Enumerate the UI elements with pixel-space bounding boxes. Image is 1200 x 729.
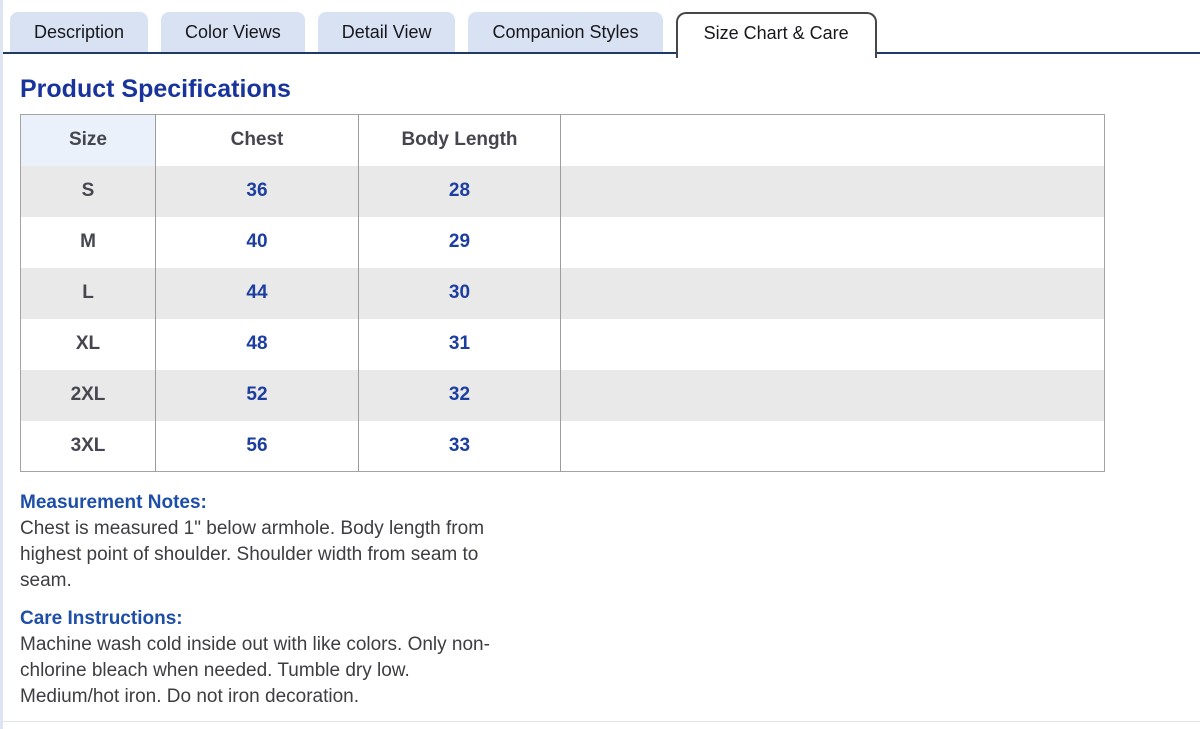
table-row-2xl: 2XL 52 32 [20,369,1105,421]
table-header-row: Size Chest Body Length [20,114,1105,166]
column-header-chest: Chest [155,114,359,166]
measurement-notes-line: Chest is measured 1" below armhole. Body… [20,518,485,539]
chest-cell: 48 [155,318,359,370]
size-cell: S [20,165,156,217]
tab-description[interactable]: Description [10,12,149,52]
table-row-l: L 44 30 [20,267,1105,319]
page-title: Product Specifications [20,75,291,103]
measurement-notes-section: Measurement Notes: Chest is measured 1" … [20,492,1180,594]
chest-cell: 56 [155,420,359,472]
body-length-cell: 32 [358,369,561,421]
body-length-cell: 30 [358,267,561,319]
care-instructions-section: Care Instructions: Machine wash cold ins… [20,608,1180,710]
body-length-cell: 28 [358,165,561,217]
empty-cell [561,319,1105,370]
tab-color-views[interactable]: Color Views [161,12,305,52]
table-row-3xl: 3XL 56 33 [20,420,1105,472]
size-cell: XL [20,318,156,370]
size-cell: 3XL [20,420,156,472]
care-instructions-line: Medium/hot iron. Do not iron decoration. [20,686,360,707]
care-instructions-heading: Care Instructions: [20,608,183,629]
size-cell: L [20,267,156,319]
chest-cell: 52 [155,369,359,421]
column-header-size: Size [20,114,156,166]
care-instructions-line: chlorine bleach when needed. Tumble dry … [20,660,410,681]
tab-size-chart-care[interactable]: Size Chart & Care [675,12,877,58]
size-cell: M [20,216,156,268]
empty-cell [561,370,1105,421]
tab-detail-view[interactable]: Detail View [317,12,456,52]
empty-cell [561,421,1105,472]
table-row-m: M 40 29 [20,216,1105,268]
empty-cell [561,166,1105,217]
table-row-s: S 36 28 [20,165,1105,217]
empty-cell [561,268,1105,319]
measurement-notes-heading: Measurement Notes: [20,492,207,513]
care-instructions-line: Machine wash cold inside out with like c… [20,634,490,655]
chest-cell: 44 [155,267,359,319]
measurement-notes-line: seam. [20,570,72,591]
table-row-xl: XL 48 31 [20,318,1105,370]
column-header-body-length: Body Length [358,114,561,166]
size-chart-table: Size Chest Body Length S 36 28 M 40 29 L [20,114,1105,472]
product-detail-tab-bar: Description Color Views Detail View Comp… [0,0,1200,58]
size-chart-care-panel: Product Specifications Size Chest Body L… [0,75,1200,710]
chest-cell: 40 [155,216,359,268]
chest-cell: 36 [155,165,359,217]
body-length-cell: 33 [358,420,561,472]
tab-companion-styles[interactable]: Companion Styles [468,12,663,52]
body-length-cell: 29 [358,216,561,268]
empty-cell [561,217,1105,268]
measurement-notes-line: highest point of shoulder. Shoulder widt… [20,544,479,565]
size-cell: 2XL [20,369,156,421]
body-length-cell: 31 [358,318,561,370]
column-header-empty [560,114,1105,166]
